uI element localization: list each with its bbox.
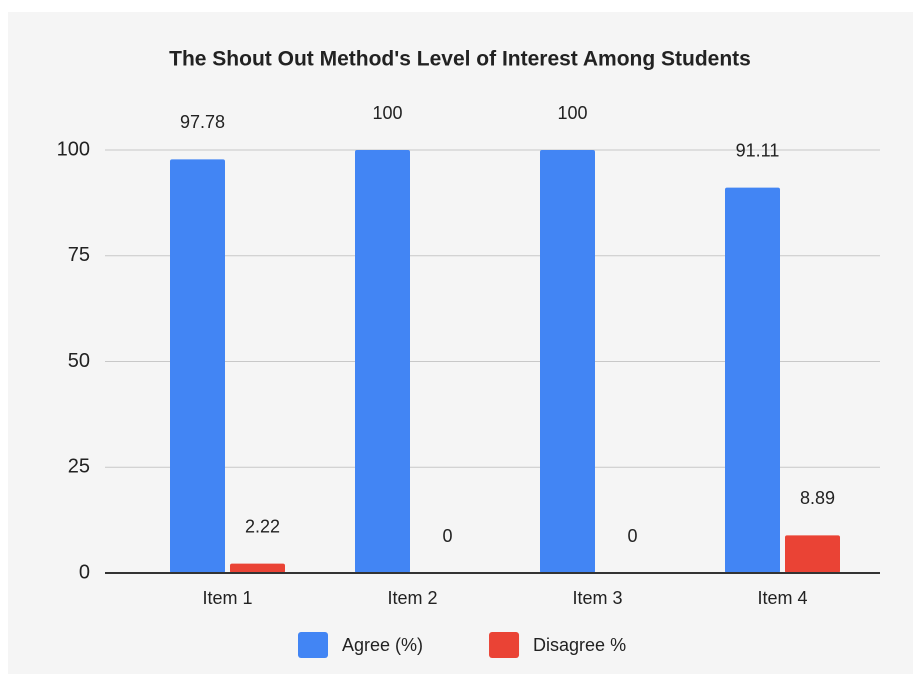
bar — [170, 159, 225, 573]
x-tick-label: Item 1 — [202, 588, 252, 608]
bar — [355, 150, 410, 573]
value-label: 100 — [557, 103, 587, 123]
y-tick-label: 25 — [68, 456, 90, 478]
x-tick-label: Item 3 — [572, 588, 622, 608]
value-label: 91.11 — [736, 140, 780, 160]
bar — [230, 563, 285, 573]
legend-label: Agree (%) — [342, 635, 423, 655]
x-tick-label: Item 4 — [757, 588, 807, 608]
value-label: 8.89 — [800, 488, 835, 508]
legend-label: Disagree % — [533, 635, 626, 655]
y-tick-label: 50 — [68, 350, 90, 372]
value-label: 0 — [442, 526, 452, 546]
y-tick-label: 75 — [68, 244, 90, 266]
chart-title: The Shout Out Method's Level of Interest… — [169, 48, 751, 71]
bar — [725, 187, 780, 573]
value-label: 2.22 — [245, 516, 280, 536]
value-label: 97.78 — [180, 112, 225, 132]
value-label: 100 — [372, 103, 402, 123]
bar — [785, 535, 840, 573]
x-tick-label: Item 2 — [387, 588, 437, 608]
legend-swatch — [489, 632, 520, 658]
y-tick-label: 0 — [79, 561, 90, 583]
legend-swatch — [298, 632, 328, 658]
bar — [540, 150, 595, 573]
value-label: 0 — [627, 526, 637, 546]
y-tick-label: 100 — [57, 138, 90, 160]
